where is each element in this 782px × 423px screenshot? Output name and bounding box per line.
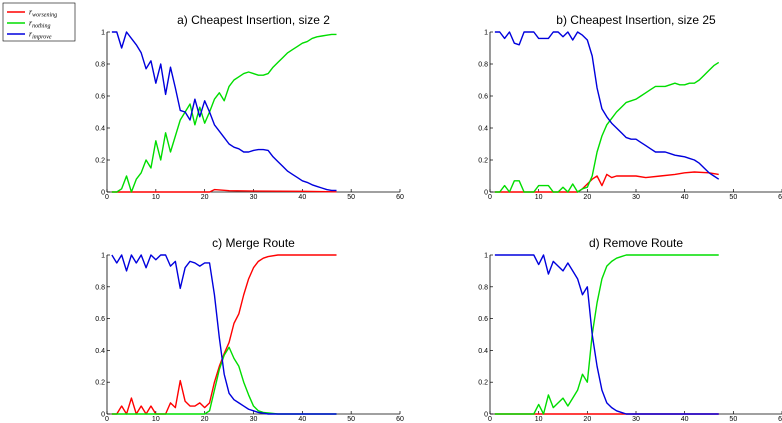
legend-label-r_improve: rimprove	[29, 30, 52, 41]
y-tick-label: 1	[484, 30, 488, 37]
legend-label-r_nothing: rnothing	[29, 19, 50, 30]
chart-panel-0: a) Cheapest Insertion, size 2 0 0.2 0.4 0.6 0…	[95, 13, 404, 201]
y-tick-label: 0.6	[95, 316, 105, 323]
x-tick-label: 30	[250, 416, 258, 423]
y-tick-label: 1	[101, 253, 105, 260]
x-tick-label: 0	[488, 194, 492, 201]
x-tick-label: 50	[729, 416, 737, 423]
y-tick-label: 0.8	[478, 284, 488, 291]
x-tick-label: 40	[298, 416, 306, 423]
x-tick-label: 20	[201, 194, 209, 201]
x-tick-label: 10	[152, 416, 160, 423]
legend-label-r_worsening: rworsening	[29, 8, 57, 19]
series-line-r_improve	[494, 31, 720, 180]
chart-title: d) Remove Route	[589, 236, 683, 250]
y-tick-label: 0	[484, 190, 488, 197]
series-line-r_improve	[111, 254, 337, 415]
y-tick-label: 1	[101, 30, 105, 37]
x-tick-label: 40	[681, 194, 689, 201]
x-tick-label: 40	[681, 416, 689, 423]
y-tick-label: 0.4	[95, 348, 105, 355]
chart-title: b) Cheapest Insertion, size 25	[556, 13, 716, 27]
y-tick-label: 0.4	[478, 126, 488, 133]
x-tick-label: 0	[105, 416, 109, 423]
x-tick-label: 60	[396, 194, 404, 201]
x-tick-label: 30	[632, 194, 640, 201]
series-line-r_worsening	[494, 171, 719, 193]
x-tick-label: 10	[152, 194, 160, 201]
x-tick-label: 20	[201, 416, 209, 423]
series-line-r_nothing	[494, 61, 720, 193]
series-line-r_nothing	[111, 33, 337, 193]
series-line-r_improve	[111, 31, 337, 192]
y-tick-label: 0.6	[95, 94, 105, 101]
x-tick-label: 10	[535, 194, 543, 201]
y-tick-label: 0.4	[95, 126, 105, 133]
y-tick-label: 0.2	[95, 380, 105, 387]
y-tick-label: 1	[484, 253, 488, 260]
series-line-r_nothing	[494, 254, 719, 415]
y-tick-label: 0	[101, 190, 105, 197]
chart-title: c) Merge Route	[212, 236, 295, 250]
x-tick-label: 20	[583, 416, 591, 423]
x-tick-label: 50	[729, 194, 737, 201]
x-tick-label: 30	[632, 416, 640, 423]
y-tick-label: 0.2	[95, 158, 105, 165]
series-line-r_improve	[494, 254, 719, 415]
chart-title: a) Cheapest Insertion, size 2	[177, 13, 330, 27]
y-tick-label: 0.6	[478, 316, 488, 323]
y-tick-label: 0.8	[478, 62, 488, 69]
series-line-r_worsening	[111, 188, 337, 193]
y-tick-label: 0.2	[478, 158, 488, 165]
y-tick-label: 0.8	[95, 284, 105, 291]
x-tick-label: 60	[778, 194, 782, 201]
y-tick-label: 0.4	[478, 348, 488, 355]
y-tick-label: 0	[484, 412, 488, 419]
series-line-r_nothing	[111, 346, 337, 415]
x-tick-label: 50	[347, 416, 355, 423]
x-tick-label: 50	[347, 194, 355, 201]
x-tick-label: 20	[583, 194, 591, 201]
x-tick-label: 30	[250, 194, 258, 201]
x-tick-label: 0	[488, 416, 492, 423]
y-tick-label: 0	[101, 412, 105, 419]
x-tick-label: 60	[778, 416, 782, 423]
x-tick-label: 10	[535, 416, 543, 423]
x-tick-label: 40	[298, 194, 306, 201]
series-line-r_worsening	[111, 254, 337, 415]
x-tick-label: 0	[105, 194, 109, 201]
y-tick-label: 0.8	[95, 62, 105, 69]
y-tick-label: 0.6	[478, 94, 488, 101]
x-tick-label: 60	[396, 416, 404, 423]
chart-panel-1: b) Cheapest Insertion, size 25 0 0.2 0.4 0.6…	[478, 13, 782, 201]
y-tick-label: 0.2	[478, 380, 488, 387]
